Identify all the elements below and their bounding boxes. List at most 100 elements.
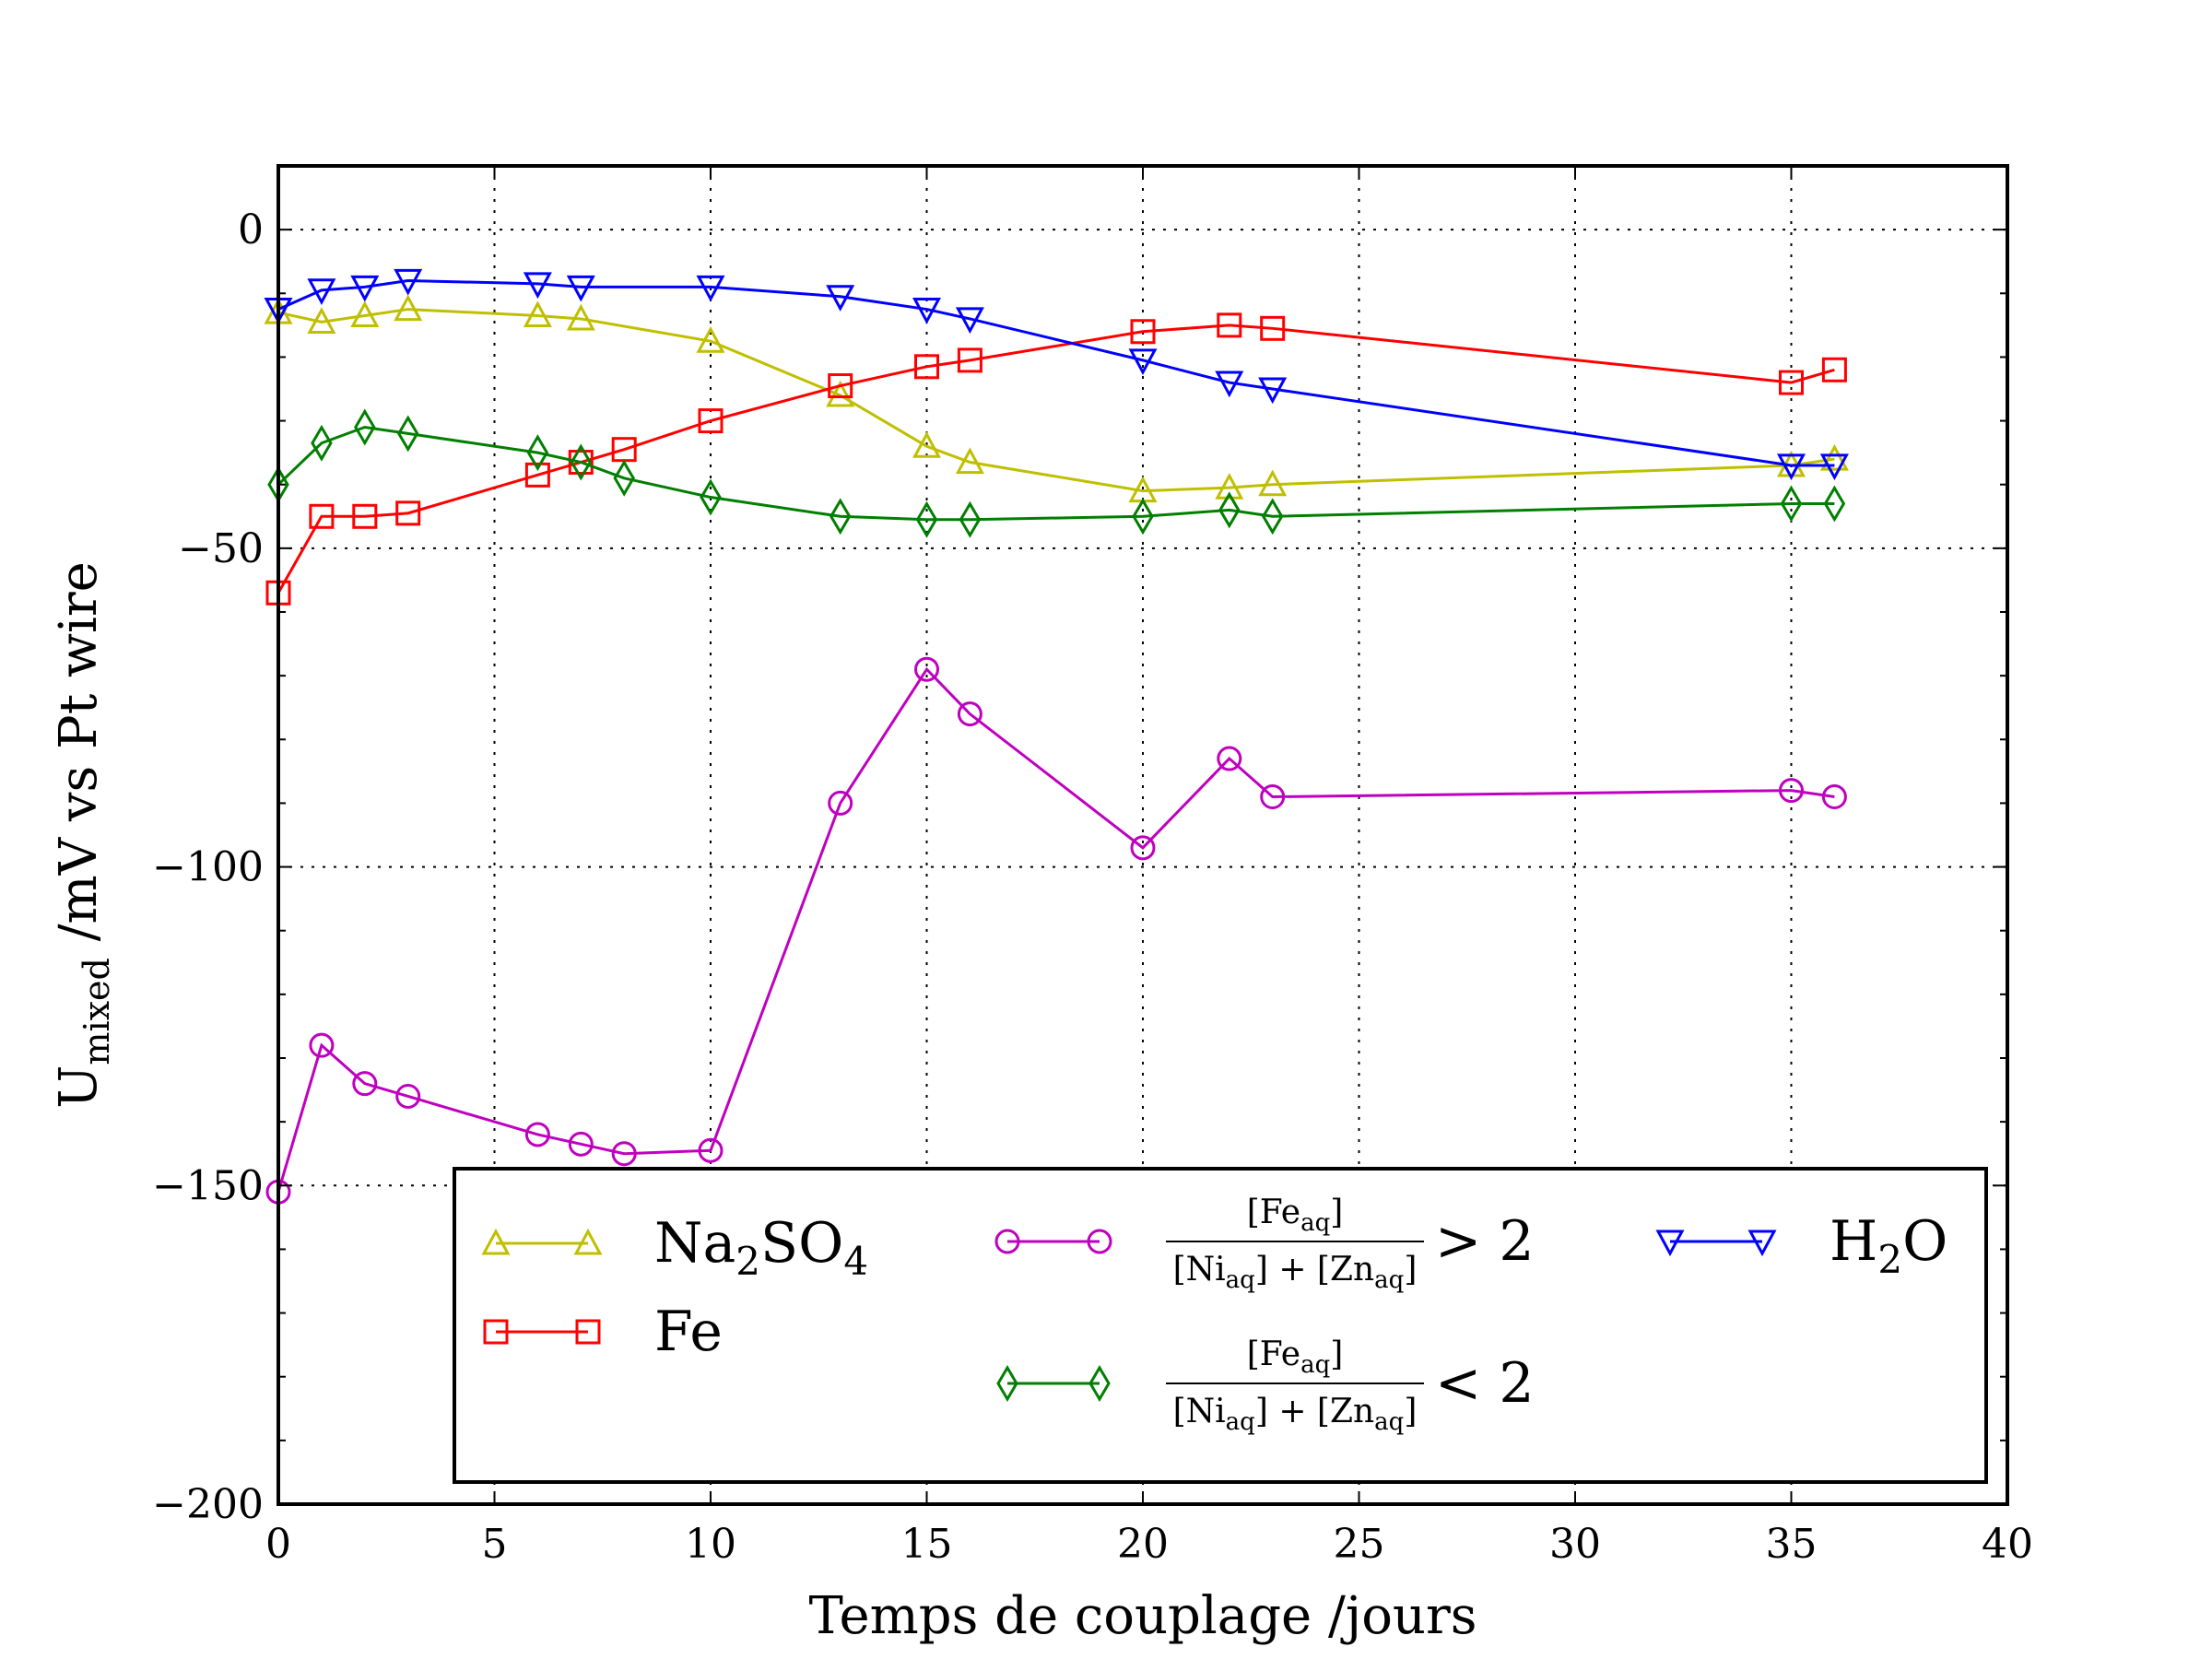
data-point <box>1260 315 1286 341</box>
data-point <box>524 1122 550 1147</box>
data-point <box>1130 835 1156 861</box>
legend-entry-1 <box>483 1319 601 1345</box>
series-group <box>264 268 1849 1205</box>
data-point <box>828 373 853 399</box>
data-point <box>955 307 984 335</box>
series-2 <box>265 656 1847 1205</box>
data-point <box>354 408 376 446</box>
series-4 <box>264 268 1849 481</box>
x-tick-label: 40 <box>1982 1521 2033 1568</box>
data-point <box>611 1141 637 1167</box>
y-tick-label: −100 <box>152 844 264 891</box>
series-line <box>276 425 1835 522</box>
y-tick-label: 0 <box>238 206 264 253</box>
legend-marker <box>573 1228 603 1255</box>
legend-marker <box>575 1319 601 1345</box>
data-point <box>307 278 336 305</box>
y-tick-label: −50 <box>178 525 264 572</box>
data-point <box>959 500 982 538</box>
data-point <box>696 275 725 302</box>
data-point <box>915 500 938 538</box>
legend: Na2SO4 Fe [Feaq] [Niaq] + [Znaq] > 2 [Feaq] [N… <box>453 1167 1988 1484</box>
data-point <box>526 434 549 472</box>
data-point <box>1823 485 1846 523</box>
legend-entry-3 <box>996 1365 1111 1402</box>
data-point <box>1215 371 1244 398</box>
legend-box <box>453 1167 1988 1484</box>
data-point <box>696 325 725 353</box>
legend-label: H2O <box>1830 1209 1947 1282</box>
data-point <box>309 1032 335 1058</box>
y-axis-label: Umixed /mV vs Pt wire <box>49 561 117 1109</box>
data-point <box>396 415 419 453</box>
data-point <box>309 503 335 529</box>
series-line <box>276 324 1835 594</box>
data-point <box>350 275 380 302</box>
data-point <box>1258 469 1288 497</box>
data-point <box>957 347 982 373</box>
data-point <box>613 459 635 497</box>
data-point <box>912 431 942 458</box>
fraction-numerator: [Feaq] <box>1247 1194 1344 1237</box>
data-point <box>1819 453 1849 481</box>
series-1 <box>265 312 1847 606</box>
series-0 <box>264 294 1849 503</box>
data-point <box>1258 377 1288 405</box>
x-tick-label: 0 <box>265 1521 291 1568</box>
legend-marker <box>1088 1365 1111 1402</box>
data-point <box>566 275 595 302</box>
x-tick-label: 5 <box>482 1521 508 1568</box>
x-tick-label: 10 <box>685 1521 736 1568</box>
fraction-denominator: [Niaq] + [Znaq] <box>1173 1251 1418 1294</box>
legend-entry-2 <box>994 1229 1112 1254</box>
fraction-relation: > 2 <box>1435 1209 1535 1274</box>
data-point <box>570 443 593 481</box>
data-point <box>826 380 855 407</box>
data-point <box>914 354 939 380</box>
data-point <box>1132 498 1154 535</box>
x-tick-label: 25 <box>1334 1521 1385 1568</box>
data-point <box>1819 443 1849 471</box>
legend-entry-4 <box>1655 1230 1777 1257</box>
legend-label-fraction: [Feaq] [Niaq] + [Znaq] > 2 <box>1166 1194 1535 1294</box>
x-tick-label: 20 <box>1117 1521 1169 1568</box>
x-tick-label: 30 <box>1549 1521 1601 1568</box>
data-point <box>698 408 724 434</box>
data-point <box>394 294 423 322</box>
legend-marker <box>994 1229 1020 1254</box>
data-point <box>1261 498 1284 535</box>
data-point <box>395 500 421 526</box>
legend-marker <box>1747 1230 1777 1257</box>
data-point <box>350 300 380 328</box>
legend-entry-0 <box>481 1228 603 1255</box>
y-tick-label: −150 <box>152 1162 264 1209</box>
data-point <box>914 656 939 682</box>
data-point <box>523 300 552 328</box>
data-point <box>523 272 552 300</box>
data-point <box>524 462 550 488</box>
data-point <box>568 450 594 476</box>
y-axis-label-subscript: mixed <box>76 958 117 1065</box>
data-point <box>394 268 423 296</box>
data-point <box>1780 485 1803 523</box>
data-point <box>828 790 853 816</box>
data-point <box>698 1137 724 1163</box>
data-point <box>1779 370 1804 395</box>
data-point <box>957 701 982 727</box>
data-point <box>395 1083 421 1109</box>
x-tick-label: 15 <box>901 1521 953 1568</box>
data-point <box>1779 778 1804 804</box>
legend-marker <box>483 1319 509 1345</box>
data-point <box>955 447 984 475</box>
data-point <box>1130 319 1156 345</box>
legend-marker <box>481 1228 511 1255</box>
data-point <box>1217 746 1242 771</box>
data-point <box>566 303 595 331</box>
legend-marker <box>1655 1230 1685 1257</box>
series-line <box>277 278 1835 467</box>
data-point <box>568 1131 594 1157</box>
x-tick-label: 35 <box>1766 1521 1818 1568</box>
data-point <box>1776 453 1806 481</box>
data-point <box>1128 348 1158 376</box>
data-point <box>1218 491 1241 529</box>
